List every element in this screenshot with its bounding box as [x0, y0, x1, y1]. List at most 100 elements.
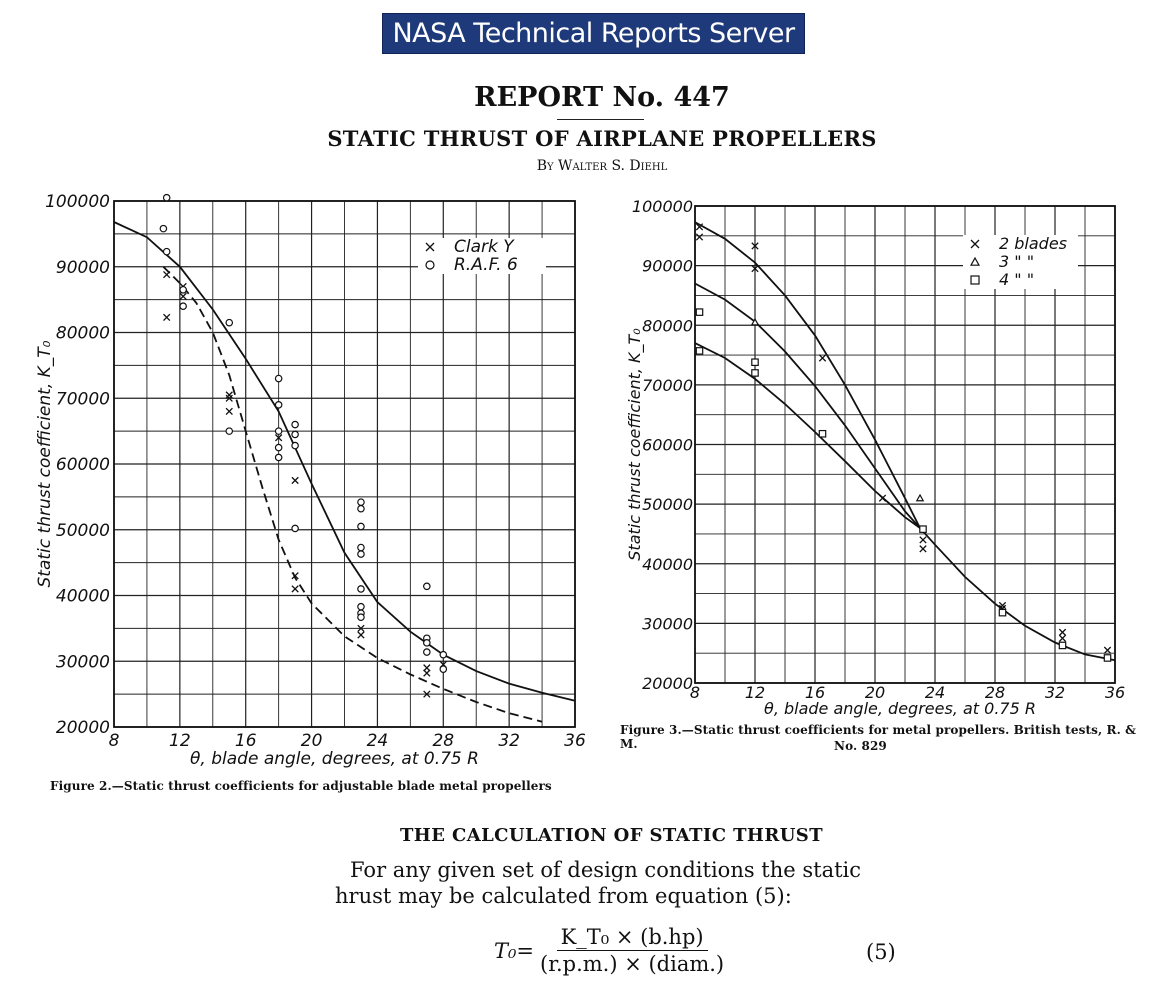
legend-entry: Clark Y — [454, 237, 515, 257]
square-marker — [919, 525, 927, 533]
x-marker — [439, 660, 447, 669]
circle-marker — [357, 602, 365, 611]
x-tick-label: 12 — [169, 731, 191, 751]
plot-frame — [113, 200, 576, 728]
legend-bg — [963, 235, 1078, 253]
x-tick-label: 24 — [925, 683, 945, 702]
x-tick-label: 36 — [1105, 683, 1125, 702]
x-marker — [1103, 646, 1112, 654]
y-tick-label: 100000 — [632, 197, 693, 216]
circle-marker — [179, 285, 187, 294]
figure-3-caption-line2: No. 829 — [834, 739, 887, 753]
square-marker — [1103, 654, 1112, 662]
circle-marker — [162, 247, 171, 256]
y-tick-label: 60000 — [642, 436, 693, 455]
y-tick-label: 50000 — [642, 495, 693, 514]
equation-lhs: T₀= — [494, 938, 535, 963]
square-marker — [818, 429, 827, 438]
circle-marker — [357, 504, 365, 513]
square-marker — [998, 608, 1007, 617]
x-tick-label: 32 — [1045, 683, 1065, 702]
y-tick-label: 30000 — [642, 614, 693, 633]
circle-marker — [423, 648, 431, 656]
x-axis-label: θ, blade angle, degrees, at 0.75 R — [190, 749, 479, 769]
circle-marker — [357, 613, 365, 621]
triangle-marker — [750, 317, 760, 326]
x-tick-label: 20 — [301, 731, 323, 751]
dashed-curve — [162, 266, 543, 723]
circle-marker — [225, 318, 234, 327]
fit-curve — [694, 221, 921, 529]
legend-bg — [963, 271, 1078, 289]
square-marker — [695, 308, 704, 316]
x-marker — [695, 223, 704, 231]
report-number: REPORT No. 447 — [474, 82, 730, 113]
circle-marker — [357, 585, 365, 593]
x-tick-label: 8 — [109, 731, 120, 751]
y-tick-label: 90000 — [642, 257, 693, 276]
report-author: By Walter S. Diehl — [536, 158, 668, 174]
legend-entry: 4 " " — [999, 270, 1034, 289]
legend-bg — [963, 253, 1078, 271]
square-marker — [970, 275, 980, 285]
equation-fraction: K_T₀ × (b.hp) (r.p.m.) × (diam.) — [540, 925, 724, 976]
x-tick-label: 32 — [498, 731, 520, 751]
y-tick-label: 40000 — [56, 587, 110, 607]
circle-marker — [423, 634, 431, 643]
circle-marker — [423, 639, 431, 647]
circle-marker — [274, 427, 283, 435]
x-marker — [225, 407, 233, 416]
equation-numerator: K_T₀ × (b.hp) — [556, 925, 708, 951]
x-marker — [425, 242, 435, 252]
x-marker — [179, 292, 187, 300]
paragraph-line-2: hrust may be calculated from equation (5… — [335, 884, 792, 908]
x-marker — [919, 545, 927, 553]
y-tick-label: 60000 — [56, 455, 110, 475]
triangle-marker — [915, 493, 925, 502]
site-banner[interactable]: NASA Technical Reports Server — [382, 13, 805, 54]
x-tick-label: 16 — [805, 683, 825, 702]
circle-marker — [179, 302, 187, 311]
y-tick-label: 50000 — [56, 521, 110, 541]
x-marker — [225, 394, 233, 402]
x-tick-label: 28 — [432, 731, 454, 751]
report-title: STATIC THRUST OF AIRPLANE PROPELLERS — [327, 126, 877, 151]
x-marker — [163, 313, 171, 322]
x-tick-label: 8 — [690, 683, 700, 702]
square-marker — [751, 369, 759, 377]
x-marker — [423, 669, 431, 677]
circle-marker — [291, 524, 299, 533]
y-tick-label: 40000 — [642, 555, 693, 574]
site-name: NASA Technical Reports Server — [392, 18, 795, 49]
circle-marker — [357, 550, 365, 558]
circle-marker — [357, 543, 365, 552]
equation-number: (5) — [866, 940, 896, 964]
y-tick-label: 80000 — [642, 316, 693, 335]
y-tick-label: 70000 — [56, 389, 110, 409]
fit-curve — [694, 342, 1116, 662]
circle-marker — [357, 609, 365, 618]
legend-bg — [418, 238, 546, 256]
circle-marker — [274, 443, 283, 452]
x-marker — [751, 242, 759, 250]
circle-marker — [274, 374, 283, 383]
x-marker — [423, 690, 431, 698]
circle-marker — [274, 401, 283, 409]
figure-2-caption: Figure 2.—Static thrust coefficients for… — [50, 779, 552, 793]
equation-denominator: (r.p.m.) × (diam.) — [540, 952, 725, 976]
circle-marker — [425, 260, 435, 270]
x-tick-label: 28 — [985, 683, 1005, 702]
x-axis-label: θ, blade angle, degrees, at 0.75 R — [764, 699, 1036, 718]
x-marker — [998, 601, 1007, 610]
circle-marker — [225, 427, 234, 435]
square-marker — [695, 347, 704, 355]
y-tick-label: 80000 — [56, 324, 110, 344]
circle-marker — [291, 420, 299, 429]
x-marker — [179, 282, 187, 291]
x-tick-label: 36 — [564, 731, 586, 751]
x-marker — [357, 631, 365, 639]
section-heading: THE CALCULATION OF STATIC THRUST — [400, 825, 823, 846]
x-marker — [291, 572, 299, 580]
y-tick-label: 20000 — [642, 674, 693, 693]
circle-marker — [357, 522, 365, 531]
